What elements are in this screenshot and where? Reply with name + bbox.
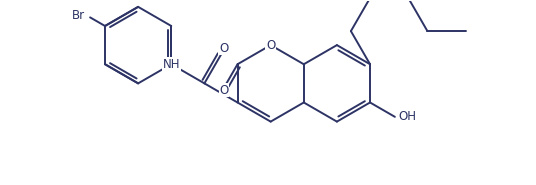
Text: NH: NH (162, 58, 180, 71)
Text: O: O (219, 84, 228, 97)
Text: OH: OH (398, 110, 416, 123)
Text: O: O (266, 39, 276, 52)
Text: Br: Br (71, 9, 85, 22)
Text: O: O (219, 42, 228, 55)
